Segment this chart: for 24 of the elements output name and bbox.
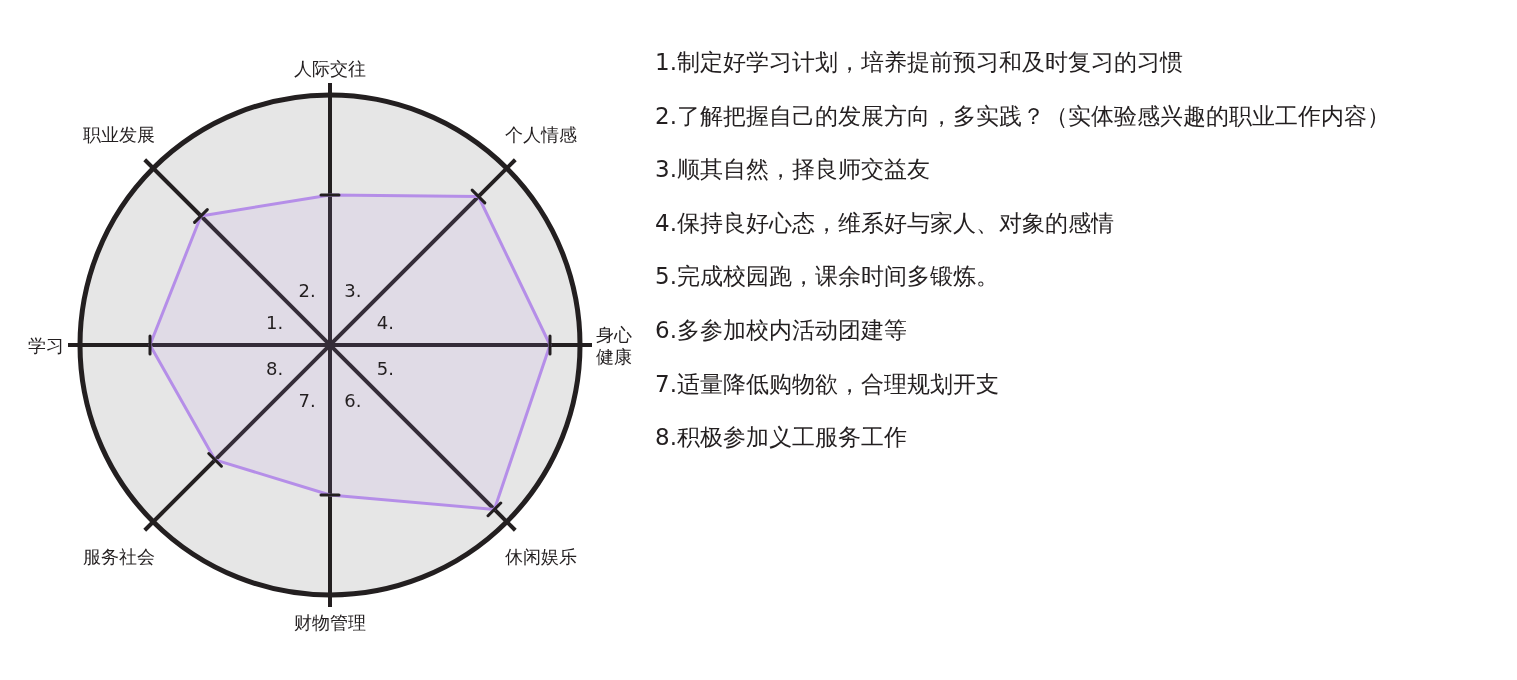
spoke-label: 个人情感 bbox=[505, 123, 578, 145]
text: 2.了解把握自己的发展方向，多实践？（实体验感兴趣的职业工作内容） bbox=[655, 102, 1390, 129]
text: 6.多参加校内活动团建等 bbox=[655, 317, 907, 343]
text: 8.积极参加义工服务工作 bbox=[655, 424, 907, 451]
spoke-label: 财物管理 bbox=[294, 611, 366, 633]
text: 7.适量降低购物欲，合理规划开支 bbox=[655, 370, 999, 397]
text: 3. bbox=[344, 279, 362, 301]
text: 4.保持良好心态，维系好与家人、对象的感情 bbox=[655, 209, 1114, 236]
text: 3.顺其自然，择良师交益友 bbox=[655, 156, 930, 183]
spoke-label: 人际交往 bbox=[294, 57, 366, 79]
text: 4. bbox=[376, 311, 395, 333]
text: 7. bbox=[298, 389, 316, 411]
text: 1. bbox=[265, 311, 284, 333]
spoke-label: 休闲娱乐 bbox=[505, 545, 578, 567]
text: 6. bbox=[344, 389, 362, 411]
spoke-label: 学习 bbox=[28, 334, 64, 356]
spoke-label: 身心健康 bbox=[596, 323, 632, 367]
text: 5. bbox=[376, 357, 395, 379]
text: 8. bbox=[265, 357, 284, 379]
spoke-label: 服务社会 bbox=[82, 545, 155, 567]
text: 1.制定好学习计划，培养提前预习和及时复习的习惯 bbox=[655, 49, 1183, 75]
text: 2. bbox=[298, 279, 316, 301]
spoke-label: 职业发展 bbox=[82, 123, 155, 145]
text: 5.完成校园跑，课余时间多锻炼。 bbox=[655, 263, 999, 290]
